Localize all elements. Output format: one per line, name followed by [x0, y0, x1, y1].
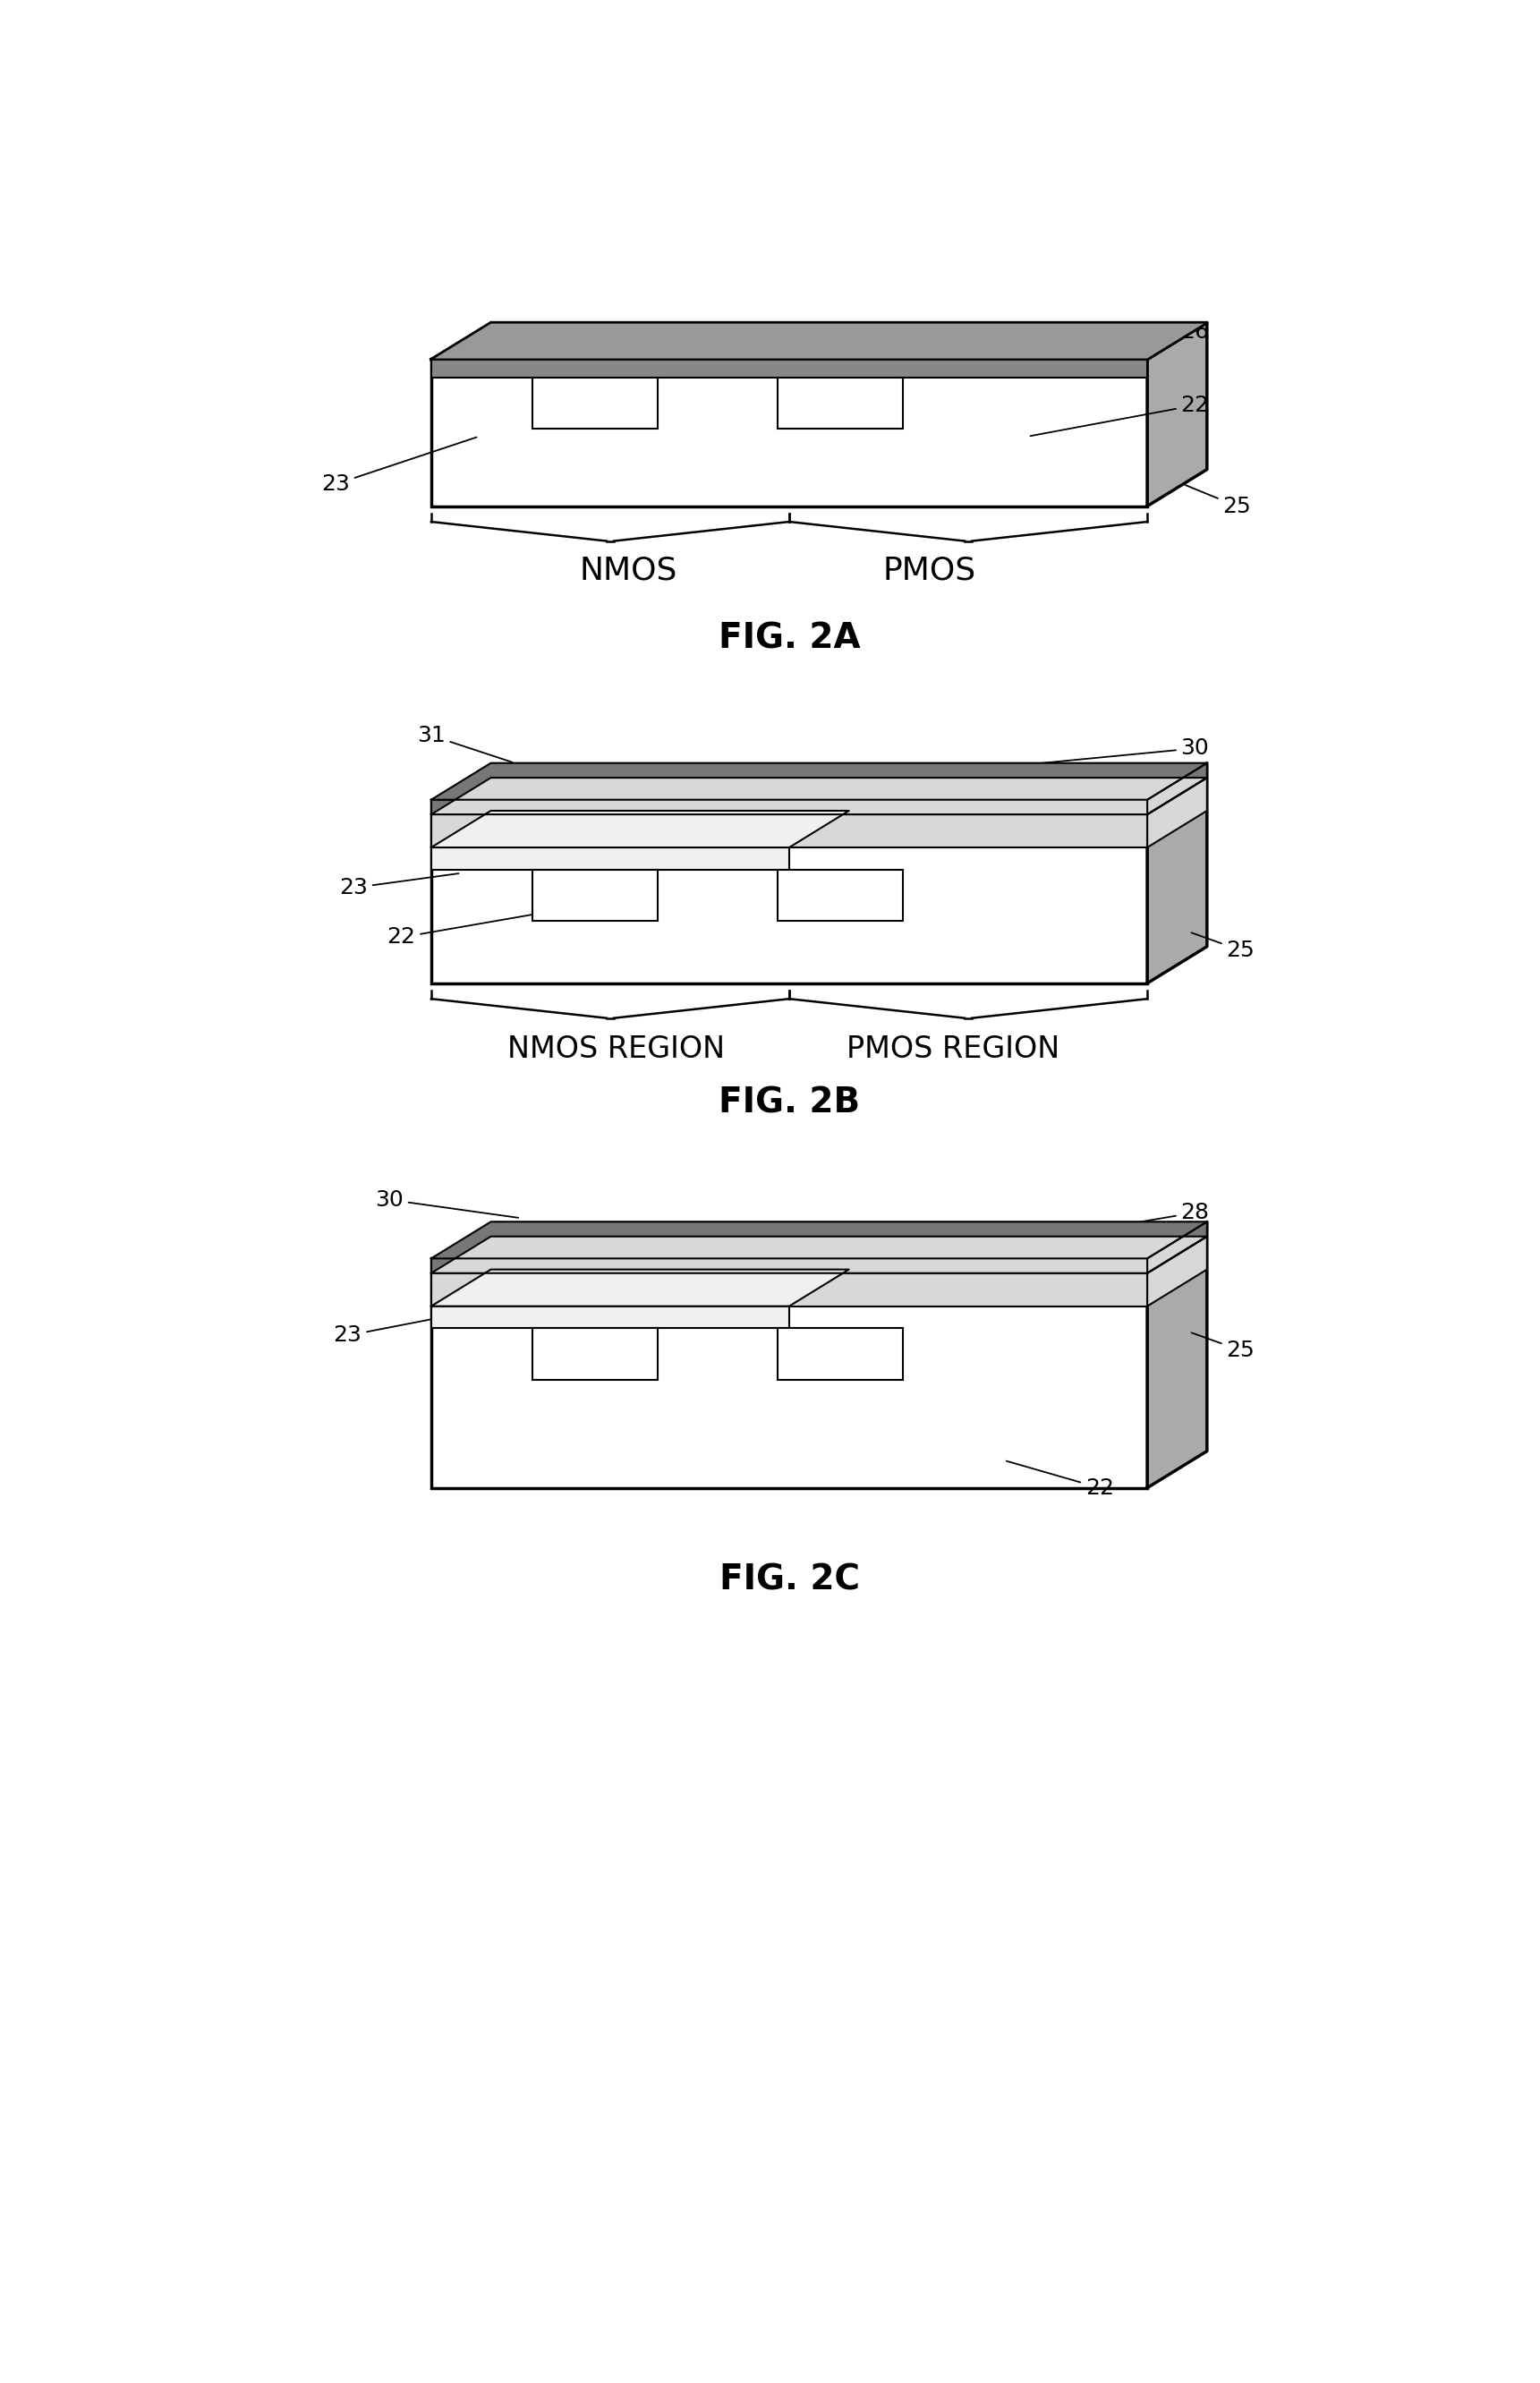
- Text: 28: 28: [1078, 765, 1209, 786]
- Bar: [533, 1327, 658, 1380]
- Polygon shape: [1147, 763, 1207, 984]
- Bar: [431, 801, 1147, 984]
- Bar: [778, 379, 902, 429]
- Bar: [533, 379, 658, 429]
- Bar: [778, 1327, 902, 1380]
- Polygon shape: [431, 322, 1207, 360]
- Text: 28: 28: [1078, 1201, 1209, 1232]
- Text: FIG. 2B: FIG. 2B: [719, 1087, 859, 1120]
- Polygon shape: [1147, 322, 1207, 505]
- Text: 30: 30: [1007, 739, 1209, 767]
- Text: 23: 23: [339, 875, 459, 898]
- Bar: [431, 1306, 788, 1327]
- Bar: [431, 801, 1147, 815]
- Polygon shape: [1147, 1222, 1207, 1487]
- Bar: [431, 1258, 1147, 1487]
- Text: 26: 26: [1078, 794, 1209, 815]
- Polygon shape: [1147, 777, 1207, 848]
- Polygon shape: [1147, 1237, 1207, 1306]
- Text: 22: 22: [1030, 396, 1209, 436]
- Polygon shape: [431, 1237, 1207, 1273]
- Text: 26: 26: [1030, 1244, 1209, 1265]
- Bar: [431, 1273, 1147, 1306]
- Bar: [431, 848, 788, 870]
- Bar: [431, 360, 1147, 505]
- Bar: [431, 360, 1147, 379]
- Polygon shape: [431, 810, 849, 848]
- Text: 22: 22: [1007, 1461, 1113, 1499]
- Text: FIG. 2A: FIG. 2A: [718, 622, 861, 655]
- Bar: [778, 870, 902, 920]
- Text: 23: 23: [333, 1313, 459, 1346]
- Text: 31: 31: [417, 724, 513, 763]
- Text: 23: 23: [322, 436, 476, 496]
- Text: 25: 25: [1186, 486, 1250, 517]
- Bar: [431, 815, 1147, 848]
- Text: NMOS REGION: NMOS REGION: [507, 1034, 725, 1065]
- Polygon shape: [431, 1222, 1207, 1258]
- Text: 25: 25: [1192, 1332, 1255, 1361]
- Polygon shape: [1147, 1222, 1207, 1273]
- Text: PMOS: PMOS: [882, 555, 975, 586]
- Polygon shape: [431, 1270, 849, 1306]
- Text: PMOS REGION: PMOS REGION: [845, 1034, 1060, 1065]
- Polygon shape: [1147, 763, 1207, 815]
- Text: NMOS: NMOS: [579, 555, 678, 586]
- Text: 26: 26: [1055, 322, 1209, 346]
- Text: 25: 25: [1192, 932, 1255, 960]
- Polygon shape: [431, 763, 1207, 801]
- Text: 22: 22: [387, 915, 536, 948]
- Text: FIG. 2C: FIG. 2C: [719, 1563, 859, 1597]
- Bar: [533, 870, 658, 920]
- Text: 30: 30: [376, 1189, 519, 1218]
- Bar: [431, 1258, 1147, 1273]
- Polygon shape: [431, 322, 1207, 360]
- Polygon shape: [431, 777, 1207, 815]
